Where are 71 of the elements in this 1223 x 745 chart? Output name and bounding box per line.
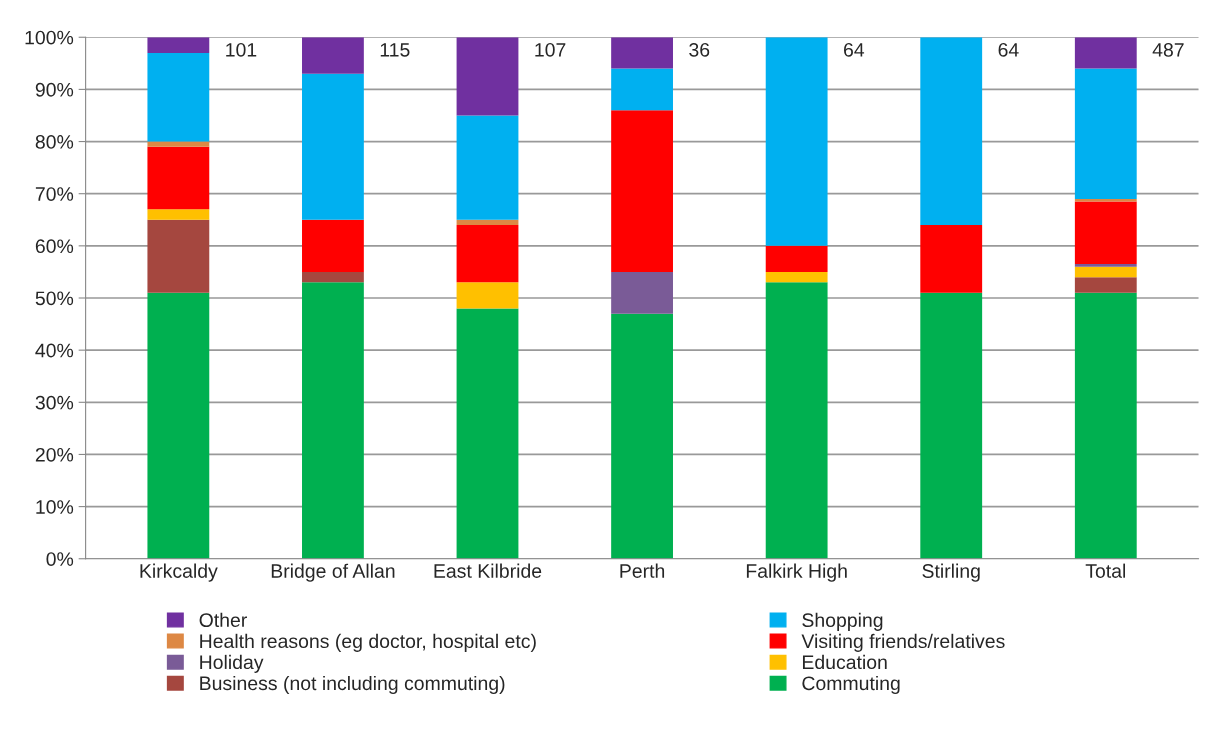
bar <box>147 37 210 53</box>
x-tick-label: Falkirk High <box>746 563 847 582</box>
bar <box>765 282 828 559</box>
legend-label: Shopping <box>802 612 883 631</box>
legend-label: Business (not including commuting) <box>200 675 505 695</box>
bar <box>456 224 519 283</box>
y-tick-label: 90% <box>35 82 74 97</box>
bar <box>456 37 519 116</box>
annotation: 36 <box>689 42 710 57</box>
bar <box>147 219 210 293</box>
y-tick-label: 70% <box>35 187 74 201</box>
bar <box>302 271 364 283</box>
bar <box>147 52 210 142</box>
y-tick-label: 0% <box>46 552 74 566</box>
bar <box>920 37 983 225</box>
y-tick-label: 80% <box>35 135 74 149</box>
legend-label: Commuting <box>802 675 900 695</box>
x-tick-label: Total <box>1085 563 1126 578</box>
bar <box>920 224 983 293</box>
bar <box>1074 68 1137 199</box>
bar <box>1074 37 1137 69</box>
bar <box>456 115 519 220</box>
bar <box>1074 198 1137 202</box>
bar <box>611 68 673 111</box>
bar <box>456 282 519 309</box>
annotation: 64 <box>998 42 1019 57</box>
annotation: 107 <box>535 42 566 57</box>
y-tick-label: 60% <box>35 239 74 254</box>
y-tick-label: 10% <box>36 500 74 514</box>
legend-label: Education <box>802 654 887 670</box>
bar <box>456 308 519 559</box>
bar <box>611 313 673 559</box>
bar <box>611 37 673 69</box>
bar <box>611 110 673 272</box>
x-tick-label: Stirling <box>922 563 980 582</box>
bar <box>302 282 364 559</box>
bar <box>765 37 828 246</box>
bar <box>1074 292 1137 559</box>
y-tick-label: 50% <box>35 291 74 306</box>
bar <box>1074 264 1137 267</box>
x-tick-label: Bridge of Allan <box>271 563 395 582</box>
y-tick-label: 40% <box>35 343 74 358</box>
annotation: 64 <box>844 42 865 57</box>
bar <box>611 271 673 314</box>
x-tick-label: East Kilbride <box>434 563 542 578</box>
x-tick-label: Perth <box>620 563 665 578</box>
bar <box>147 209 210 220</box>
legend-label: Other <box>199 612 247 628</box>
bar <box>765 271 828 283</box>
bar <box>1074 201 1137 265</box>
annotation: 101 <box>226 42 257 57</box>
bar <box>1074 266 1137 278</box>
bar <box>147 292 210 559</box>
bar <box>302 219 364 272</box>
y-tick-label: 100% <box>25 30 74 45</box>
legend-label: Visiting friends/relatives <box>801 633 1005 652</box>
x-tick-label: Kirkcaldy <box>140 563 218 582</box>
bar <box>1074 277 1137 293</box>
bar <box>147 146 210 210</box>
bar <box>920 292 983 559</box>
bar <box>765 245 828 272</box>
annotation: 487 <box>1152 42 1184 57</box>
legend-label: Holiday <box>200 654 264 673</box>
bar <box>147 141 210 147</box>
bar <box>456 219 519 225</box>
bar <box>302 37 364 74</box>
y-tick-label: 30% <box>35 395 74 410</box>
y-tick-label: 20% <box>35 447 74 462</box>
bar <box>302 73 364 220</box>
annotation: 115 <box>380 43 410 57</box>
legend-label: Health reasons (eg doctor, hospital etc) <box>200 633 536 652</box>
